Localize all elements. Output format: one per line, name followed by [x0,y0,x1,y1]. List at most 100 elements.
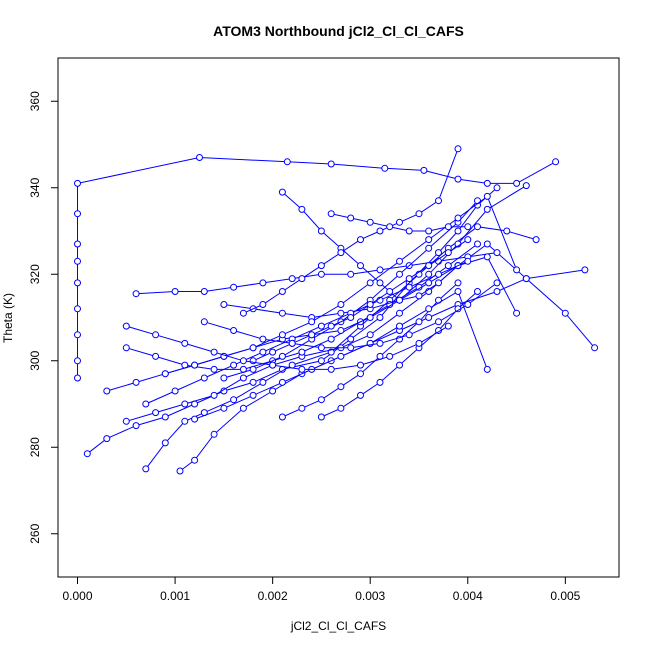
data-point [444,223,452,231]
series-line [77,156,556,378]
data-point [347,214,355,222]
data-point [493,288,501,295]
data-point [396,257,403,265]
data-point [259,378,267,386]
data-point [327,322,335,330]
data-point [259,335,267,343]
data-point [288,339,296,347]
data-point [513,179,521,187]
data-point [425,305,433,313]
data-point [191,361,199,369]
data-point [474,288,481,295]
data-point [259,279,267,287]
data-point [278,188,286,196]
data-point [239,374,247,382]
data-point [366,314,374,321]
series-layer [74,145,599,475]
data-point [483,253,491,261]
data-point [74,210,81,218]
data-series [220,253,521,321]
data-point [74,357,81,365]
y-axis: 260 280 300 320 340 360 [28,91,59,544]
data-point [210,348,218,356]
data-point [200,288,208,295]
data-point [278,352,286,360]
data-point [249,365,257,373]
data-point [435,197,442,205]
data-point [269,387,277,395]
data-point [474,223,481,231]
data-point [122,417,130,425]
data-series [249,236,472,365]
data-point [405,331,413,339]
series-line [86,187,498,455]
data-point [376,314,384,321]
data-point [259,348,267,356]
series-line [252,239,469,362]
data-point [317,344,325,352]
x-tick-label: 0.005 [550,589,580,603]
data-point [444,322,452,330]
data-point [152,409,160,417]
data-point [376,266,384,274]
data-point [161,370,169,378]
y-axis-label: Theta (K) [1,293,15,343]
data-point [483,365,491,373]
data-point [103,387,111,395]
data-series [327,210,472,235]
data-point [444,249,452,257]
data-point [483,205,491,213]
data-point [288,275,296,283]
data-point [357,370,364,378]
data-point [503,227,511,235]
data-point [269,348,277,356]
data-point [161,413,169,421]
data-series [122,322,452,373]
data-point [74,374,81,382]
data-point [298,348,306,356]
data-point [464,236,472,244]
data-point [74,279,81,287]
data-point [454,279,462,287]
data-point [425,236,433,244]
data-point [366,279,374,287]
data-point [347,344,355,352]
data-point [415,210,423,218]
data-point [337,309,345,317]
data-point [278,309,286,317]
data-point [132,422,140,430]
data-series [191,288,491,423]
data-point [454,175,462,183]
data-point [74,257,81,265]
data-point [317,413,325,421]
data-point [405,275,413,283]
data-point [396,270,403,278]
data-point [357,262,364,270]
data-point [366,331,374,339]
data-point [142,465,150,473]
data-point [513,309,521,317]
data-point [376,339,384,347]
data-series [74,154,560,382]
chart-title: ATOM3 Northbound jCl2_Cl_Cl_CAFS [213,23,464,39]
data-point [376,279,384,287]
data-point [532,236,540,244]
data-point [317,262,325,270]
data-point [415,292,423,300]
data-point [337,383,345,391]
data-point [337,352,345,360]
data-point [522,275,530,283]
data-point [483,192,491,200]
data-point [366,218,374,226]
data-point [454,227,462,235]
data-point [74,305,81,313]
data-point [327,210,335,218]
y-tick-label: 320 [28,264,42,284]
data-point [522,182,530,190]
data-point [493,184,501,192]
data-point [230,327,238,334]
data-point [74,240,81,248]
x-axis-label: jCl2_Cl_Cl_CAFS [290,619,386,633]
data-point [444,262,452,270]
data-series [161,192,521,378]
